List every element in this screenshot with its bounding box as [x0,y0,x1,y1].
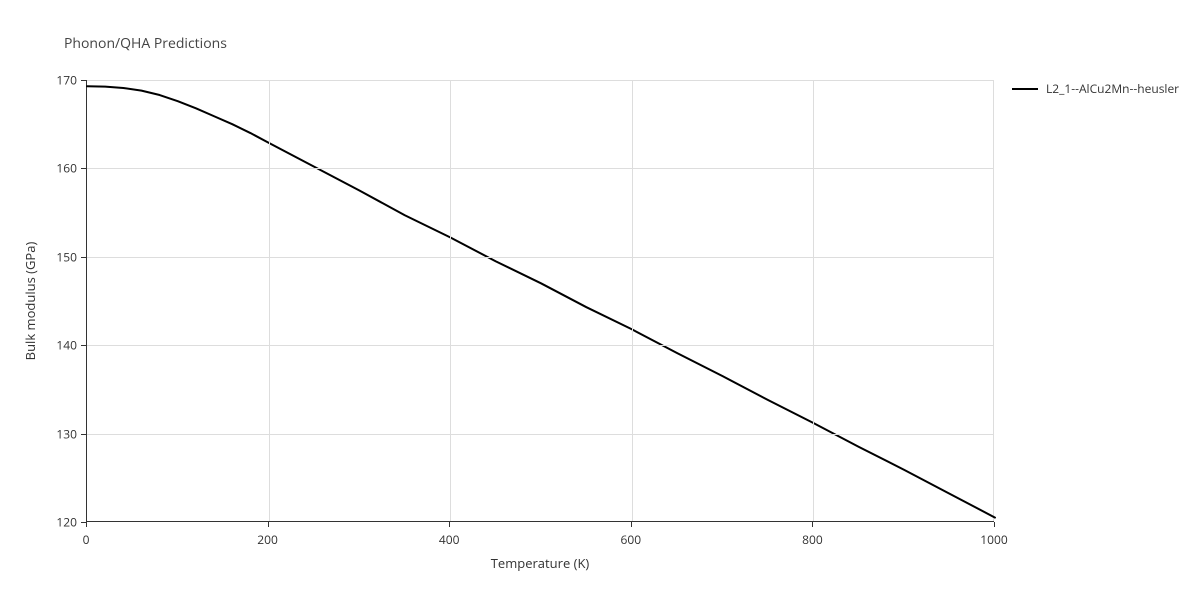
y-tick-label: 140 [56,337,77,354]
legend: L2_1--AlCu2Mn--heusler [1012,80,1179,97]
plot-area [86,80,994,522]
y-tick-label: 150 [56,248,77,265]
x-tick-label: 600 [621,531,642,548]
gridline-horizontal [87,257,994,258]
gridline-horizontal [87,345,994,346]
x-tick [994,522,995,527]
y-tick-label: 170 [56,72,77,89]
x-tick [812,522,813,527]
y-tick [81,257,86,258]
y-tick-label: 130 [56,425,77,442]
y-tick [81,434,86,435]
x-tick-label: 800 [802,531,823,548]
legend-label: L2_1--AlCu2Mn--heusler [1046,80,1179,97]
series-line [87,86,995,517]
gridline-vertical [269,80,270,521]
x-tick [631,522,632,527]
x-tick [86,522,87,527]
x-tick [268,522,269,527]
gridline-horizontal [87,434,994,435]
legend-swatch [1012,88,1038,90]
y-tick [81,80,86,81]
y-tick [81,522,86,523]
gridline-vertical [450,80,451,521]
chart-title: Phonon/QHA Predictions [64,34,227,53]
y-tick [81,345,86,346]
x-tick-label: 0 [83,531,90,548]
y-tick-label: 120 [56,514,77,531]
gridline-horizontal [87,80,994,81]
x-axis-label: Temperature (K) [491,554,590,572]
y-tick-label: 160 [56,160,77,177]
x-tick-label: 400 [439,531,460,548]
y-tick [81,168,86,169]
gridline-vertical [813,80,814,521]
chart-series [87,80,995,522]
chart-container: Phonon/QHA Predictions Temperature (K) B… [0,0,1200,600]
x-tick-label: 200 [257,531,278,548]
gridline-horizontal [87,168,994,169]
y-axis-label: Bulk modulus (GPa) [21,242,39,361]
x-tick [449,522,450,527]
x-tick-label: 1000 [980,531,1007,548]
legend-item: L2_1--AlCu2Mn--heusler [1012,80,1179,97]
gridline-vertical [632,80,633,521]
